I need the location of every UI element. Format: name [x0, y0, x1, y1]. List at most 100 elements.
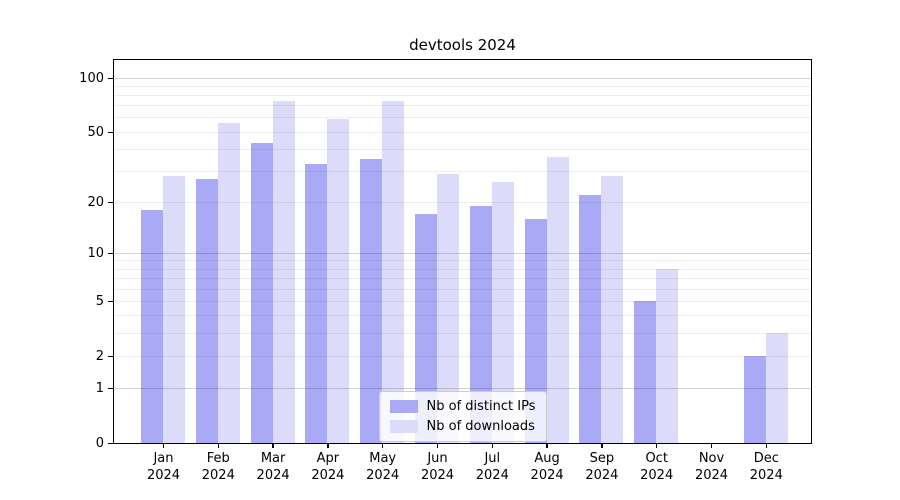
- gridline-8: [113, 268, 811, 270]
- plot-area: Nb of distinct IPs Nb of downloads: [112, 58, 812, 444]
- x-tick-year: 2024: [530, 468, 564, 483]
- bar-downloads-apr: [327, 118, 350, 443]
- x-tick-label-apr: Apr 2024: [293, 450, 363, 484]
- x-tick-year: 2024: [585, 468, 619, 483]
- x-tick-label-mar: Mar 2024: [238, 450, 308, 484]
- bar-downloads-jun: [437, 173, 459, 443]
- bar-distinct-ips-dec: [743, 355, 766, 443]
- x-tick-mark-oct: [655, 443, 658, 448]
- bar-downloads-mar: [272, 101, 295, 443]
- bar-downloads-jul: [491, 181, 514, 443]
- x-tick-label-nov: Nov 2024: [677, 450, 747, 484]
- x-tick-mark-aug: [546, 443, 548, 448]
- x-tick-year: 2024: [311, 468, 345, 483]
- bar-distinct-ips-feb: [195, 179, 218, 443]
- x-tick-month: Sep: [589, 451, 615, 466]
- gridline-60: [113, 117, 811, 119]
- x-tick-label-aug: Aug 2024: [512, 450, 582, 484]
- grid-layer: [113, 60, 811, 443]
- x-tick-month: Jul: [484, 451, 501, 466]
- bar-distinct-ips-jul: [469, 205, 492, 443]
- legend-swatch-distinct-ips: [389, 399, 418, 413]
- legend-label-downloads: Nb of downloads: [426, 418, 535, 434]
- bar-distinct-ips-oct: [634, 300, 657, 443]
- x-tick-year: 2024: [256, 468, 290, 483]
- x-tick-mark-sep: [601, 443, 603, 448]
- gridline-20: [113, 201, 811, 203]
- x-tick-month: Dec: [753, 451, 779, 466]
- x-tick-year: 2024: [420, 468, 455, 483]
- x-tick-month: May: [369, 451, 397, 466]
- x-tick-label-jul: Jul 2024: [457, 450, 527, 484]
- gridline-90: [113, 85, 811, 87]
- bar-distinct-ips-may: [360, 159, 383, 443]
- x-tick-mark-may: [381, 443, 384, 448]
- bar-distinct-ips-aug: [524, 218, 547, 443]
- x-tick-mark-dec: [765, 443, 768, 448]
- bar-downloads-sep: [601, 176, 624, 443]
- x-tick-year: 2024: [475, 468, 509, 483]
- legend-label-distinct-ips: Nb of distinct IPs: [426, 398, 536, 414]
- gridline-3: [113, 332, 811, 334]
- bar-distinct-ips-apr: [305, 163, 328, 443]
- gridline-1: [113, 387, 811, 389]
- y-tick-label-5: 5: [95, 293, 104, 309]
- legend-item-downloads: Nb of downloads: [389, 418, 536, 434]
- gridline-10: [113, 252, 811, 254]
- legend-swatch-downloads: [389, 419, 418, 433]
- y-tick-label-0: 0: [95, 435, 104, 451]
- x-tick-year: 2024: [146, 468, 181, 483]
- x-tick-month: Oct: [645, 451, 668, 466]
- x-tick-label-jan: Jan 2024: [129, 450, 199, 484]
- gridline-70: [113, 105, 811, 107]
- x-tick-mark-apr: [327, 443, 329, 448]
- bar-downloads-feb: [217, 122, 240, 443]
- gridline-50: [113, 131, 811, 133]
- x-tick-mark-jun: [436, 443, 439, 448]
- bar-distinct-ips-jan: [141, 209, 163, 443]
- bar-downloads-may: [382, 101, 405, 443]
- x-tick-label-sep: Sep 2024: [567, 450, 637, 484]
- x-tick-month: Jan: [153, 451, 174, 466]
- gridline-80: [113, 95, 811, 97]
- x-tick-year: 2024: [694, 468, 729, 483]
- gridline-30: [113, 170, 811, 172]
- x-tick-year: 2024: [749, 468, 783, 483]
- bar-distinct-ips-mar: [250, 143, 273, 443]
- x-tick-month: Feb: [206, 451, 230, 466]
- y-tick-label-20: 20: [87, 194, 104, 210]
- x-tick-mark-mar: [272, 443, 274, 448]
- x-tick-mark-feb: [217, 443, 220, 448]
- gridline-4: [113, 315, 811, 317]
- x-tick-mark-jan: [162, 443, 165, 448]
- bar-distinct-ips-sep: [579, 194, 602, 443]
- gridline-100: [113, 77, 811, 79]
- bar-downloads-oct: [656, 268, 679, 443]
- legend: Nb of distinct IPs Nb of downloads: [378, 390, 548, 442]
- x-tick-label-dec: Dec 2024: [731, 450, 801, 484]
- x-tick-label-jun: Jun 2024: [403, 450, 473, 484]
- gridline-7: [113, 278, 811, 280]
- x-tick-year: 2024: [201, 468, 235, 483]
- bar-downloads-aug: [546, 157, 569, 443]
- x-tick-month: Jun: [427, 451, 448, 466]
- y-tick-label-10: 10: [87, 245, 104, 261]
- x-tick-month: Apr: [316, 451, 340, 466]
- y-tick-label-100: 100: [79, 70, 104, 86]
- x-tick-month: Mar: [260, 451, 286, 466]
- x-tick-mark-nov: [710, 443, 713, 448]
- gridline-6: [113, 288, 811, 290]
- y-tick-label-50: 50: [87, 124, 104, 140]
- bar-distinct-ips-jun: [415, 213, 437, 443]
- legend-item-distinct-ips: Nb of distinct IPs: [389, 398, 536, 414]
- chart-title: devtools 2024: [409, 36, 516, 54]
- x-tick-month: Nov: [698, 451, 725, 466]
- x-tick-year: 2024: [640, 468, 674, 483]
- x-tick-mark-jul: [491, 443, 494, 448]
- bar-downloads-jan: [163, 176, 185, 443]
- bars-layer: [114, 60, 811, 443]
- gridline-2: [113, 355, 811, 357]
- x-tick-year: 2024: [366, 468, 400, 483]
- x-tick-label-feb: Feb 2024: [183, 450, 253, 484]
